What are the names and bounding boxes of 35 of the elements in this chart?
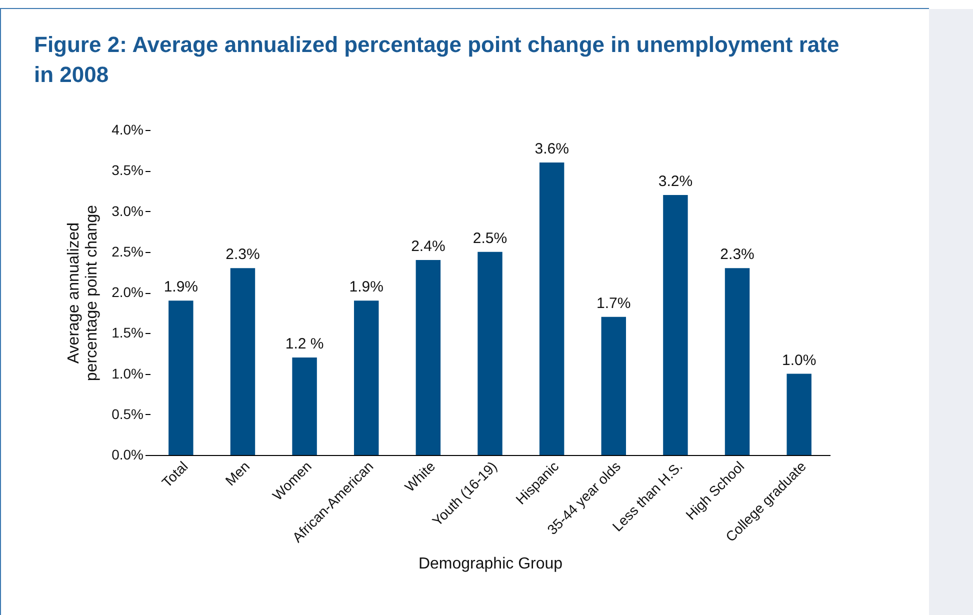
y-tick-label: 0.0%	[112, 446, 144, 462]
data-label: 2.3%	[720, 246, 754, 264]
bar	[168, 300, 194, 455]
x-axis-title: Demographic Group	[418, 555, 563, 572]
bar	[724, 268, 750, 455]
bar	[416, 260, 441, 455]
x-tick-label: Men	[222, 458, 253, 489]
data-label: 2.3%	[226, 246, 260, 264]
data-label: 1.0%	[782, 352, 816, 369]
y-tick-label: 3.5%	[112, 162, 144, 178]
bar	[539, 162, 564, 455]
y-tick-label: 4.0%	[112, 122, 144, 138]
data-label: 3.6%	[534, 140, 569, 158]
data-label: 1.2 %	[285, 336, 324, 352]
y-tick-label: 2.0%	[112, 284, 144, 300]
y-tick-label: 1.5%	[112, 324, 144, 341]
bar	[663, 195, 688, 455]
y-tick-label: 3.0%	[112, 202, 144, 219]
bar	[292, 358, 317, 455]
y-tick-label: 2.5%	[112, 243, 144, 260]
data-label: 1.7%	[596, 294, 631, 312]
bar	[354, 300, 379, 455]
data-label: 3.2%	[658, 173, 693, 190]
bar	[601, 316, 626, 455]
chart-title: Figure 2: Average annualized percentage point change in unemployment rate in 2008	[34, 31, 840, 89]
bar	[478, 252, 502, 455]
data-label: 2.4%	[411, 238, 446, 255]
y-tick-label: 0.5%	[112, 406, 144, 422]
y-axis-title: Average annualized percentage point change	[66, 204, 101, 382]
bar	[230, 268, 256, 455]
bar	[786, 374, 812, 455]
data-label: 1.9%	[164, 278, 198, 296]
data-label: 2.5%	[472, 230, 508, 247]
data-label: 1.9%	[349, 278, 384, 296]
y-tick-label: 1.0%	[112, 365, 144, 382]
